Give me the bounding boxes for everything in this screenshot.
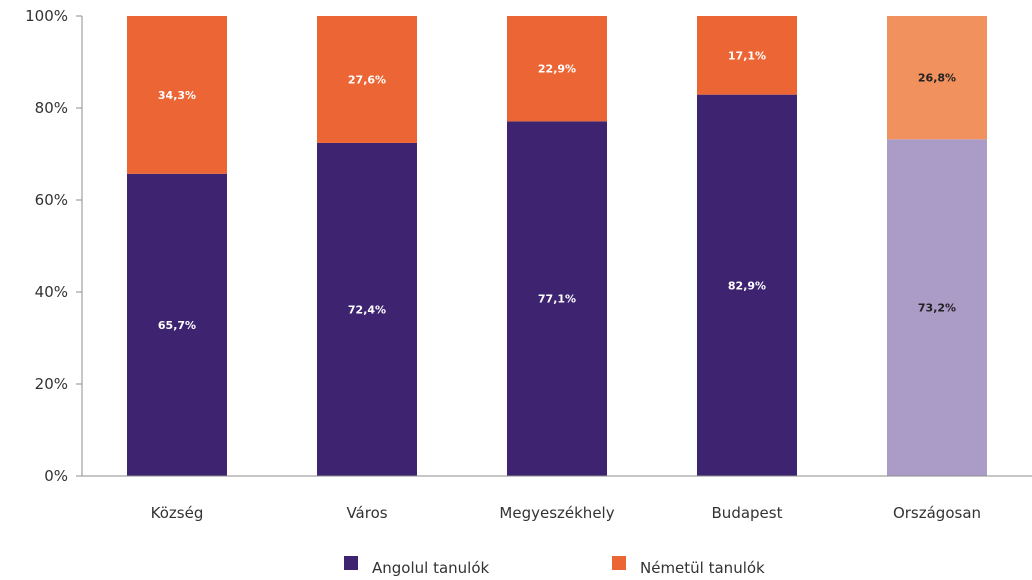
legend: Angolul tanulók Németül tanulók [344,556,765,577]
bar-segment [317,16,417,143]
data-label: 73,2% [918,302,956,315]
data-label: 34,3% [158,89,196,102]
bars: 65,7% 34,3% 72,4% 27,6% 77,1% 22,9% 82,9% 17,1%… [127,16,987,476]
data-label: 72,4% [348,303,386,316]
bar-segment [887,16,987,140]
bar-segment [127,16,227,174]
y-tick-label: 0% [44,467,68,485]
legend-swatch [612,556,626,570]
data-label: 77,1% [538,293,576,306]
x-category-label: Budapest [712,504,783,522]
bar-segment [127,173,227,476]
x-category-label: Megyeszékhely [499,504,614,522]
y-tick-label: 60% [35,191,68,209]
x-category-label: Község [151,504,204,522]
data-label: 65,7% [158,319,196,332]
y-tick-label: 20% [35,375,68,393]
legend-label: Angolul tanulók [372,559,490,577]
y-tick-label: 80% [35,99,68,117]
data-label: 26,8% [918,72,956,85]
bar-segment [697,94,797,476]
legend-swatch [344,556,358,570]
x-category-label: Országosan [893,504,981,522]
bar-segment [887,139,987,476]
bar-segment [507,121,607,476]
x-axis: Község Város Megyeszékhely Budapest Országos… [82,475,1032,522]
data-label: 27,6% [348,73,386,86]
bar-segment [697,16,797,95]
data-label: 17,1% [728,49,766,62]
data-label: 82,9% [728,279,766,292]
y-tick-label: 100% [25,7,68,25]
data-label: 22,9% [538,63,576,76]
y-axis: 0% 20% 40% 60% 80% 100% [25,7,83,485]
bar-segment [317,142,417,476]
bar-segment [507,16,607,122]
y-tick-label: 40% [35,283,68,301]
legend-label: Németül tanulók [640,559,765,577]
x-category-label: Város [346,504,387,522]
